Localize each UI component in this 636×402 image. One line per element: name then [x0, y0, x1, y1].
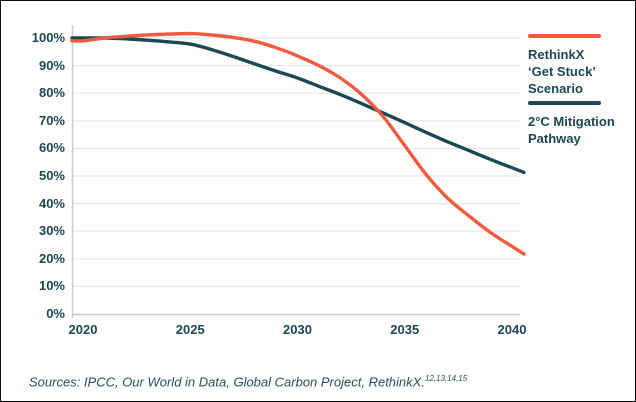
y-tick-label: 70%: [38, 112, 65, 128]
x-axis-labels: 2020 2025 2030 2035 2040: [1, 322, 635, 338]
y-axis-labels: 0% 10% 20% 30% 40% 50% 60% 70% 80% 90% 100%: [1, 1, 65, 401]
x-tick-label: 2035: [390, 322, 420, 337]
y-tick-label: 10%: [38, 278, 65, 294]
y-tick-label: 90%: [38, 57, 65, 73]
x-tick-label: 2025: [175, 322, 205, 337]
sources-text: Sources: IPCC, Our World in Data, Global…: [29, 374, 425, 390]
legend-swatch-mitigation-pathway: [528, 101, 601, 105]
x-tick-label: 2040: [497, 322, 527, 337]
y-tick-label: 50%: [38, 168, 65, 183]
y-tick-label: 40%: [38, 195, 65, 211]
x-tick-label: 2030: [283, 322, 312, 337]
y-tick-label: 80%: [38, 85, 65, 101]
y-tick-label: 60%: [38, 140, 65, 156]
y-tick-label: 0%: [46, 306, 65, 321]
sources-footnote: Sources: IPCC, Our World in Data, Global…: [29, 374, 467, 389]
legend-item-get-stuck-scenario: RethinkX ‘Get Stuck’ Scenario: [528, 34, 601, 97]
sources-superscript: 12,13,14,15: [424, 374, 468, 383]
legend-label-get-stuck-scenario: RethinkX ‘Get Stuck’ Scenario: [528, 46, 596, 96]
x-tick-label: 2020: [68, 322, 98, 337]
y-tick-label: 20%: [38, 250, 65, 266]
y-tick-label: 100%: [31, 30, 65, 45]
legend-swatch-get-stuck-scenario: [528, 34, 601, 38]
legend-item-mitigation-pathway: 2°C Mitigation Pathway: [528, 101, 615, 147]
y-tick-label: 30%: [38, 223, 65, 239]
legend-label-mitigation-pathway: 2°C Mitigation Pathway: [528, 113, 615, 146]
